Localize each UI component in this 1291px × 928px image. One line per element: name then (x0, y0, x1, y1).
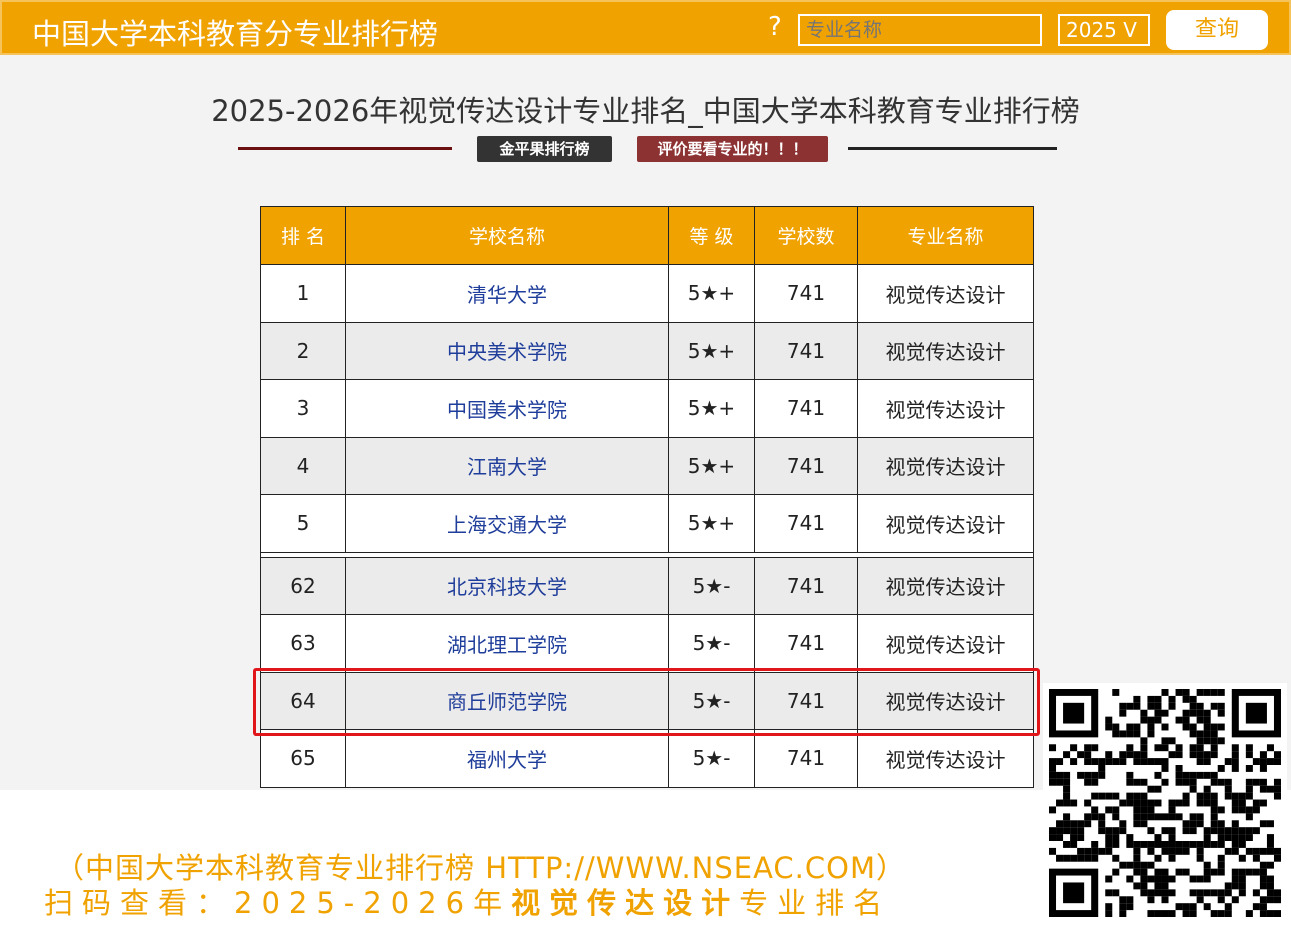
cell-rank: 3 (260, 379, 346, 438)
cell-major: 视觉传达设计 (857, 556, 1034, 615)
cell-count: 741 (754, 614, 858, 673)
footer-prefix: 扫码查看：2025-2026年 (44, 886, 512, 920)
highlight-box (253, 668, 1040, 736)
cell-school[interactable]: 中国美术学院 (345, 379, 669, 438)
table-row: 63 湖北理工学院 5★- 741 视觉传达设计 (260, 614, 1034, 673)
cell-grade: 5★- (668, 671, 755, 730)
cell-major: 视觉传达设计 (857, 264, 1034, 323)
year-select[interactable]: 2025 V (1058, 14, 1150, 46)
ranking-table: 排 名 学校名称 等 级 学校数 专业名称 1 清华大学 5★+ 741 视觉传达设计 2… (260, 206, 1034, 788)
cell-count: 741 (754, 729, 858, 788)
cell-grade: 5★+ (668, 321, 755, 380)
divider-left (238, 147, 452, 150)
cell-major: 视觉传达设计 (857, 729, 1034, 788)
cell-major: 视觉传达设计 (857, 379, 1034, 438)
cell-count: 741 (754, 264, 858, 323)
footer-site-link: （中国大学本科教育专业排行榜 HTTP://WWW.NSEAC.COM） (55, 851, 906, 885)
separator-cell (260, 551, 1034, 558)
cell-grade: 5★+ (668, 494, 755, 553)
cell-rank: 5 (260, 494, 346, 553)
cell-school[interactable]: 湖北理工学院 (345, 614, 669, 673)
row-separator (260, 551, 1034, 558)
cell-school[interactable]: 北京科技大学 (345, 556, 669, 615)
tag-ranking[interactable]: 金平果排行榜 (477, 136, 612, 162)
table-row: 64 商丘师范学院 5★- 741 视觉传达设计 (260, 671, 1034, 730)
qr-code-icon (1043, 683, 1287, 923)
tag-evaluation[interactable]: 评价要看专业的！！！ (637, 136, 828, 162)
footer-major: 视觉传达设计 (511, 886, 740, 920)
cell-rank: 62 (260, 556, 346, 615)
table-row: 62 北京科技大学 5★- 741 视觉传达设计 (260, 556, 1034, 615)
cell-grade: 5★- (668, 556, 755, 615)
header-rank: 排 名 (260, 206, 346, 265)
cell-rank: 64 (260, 671, 346, 730)
site-title[interactable]: 中国大学本科教育分专业排行榜 (32, 17, 439, 51)
table-row: 1 清华大学 5★+ 741 视觉传达设计 (260, 264, 1034, 323)
top-bar: 中国大学本科教育分专业排行榜 ? 2025 V 查询 (0, 0, 1291, 55)
cell-grade: 5★+ (668, 379, 755, 438)
cell-school[interactable]: 清华大学 (345, 264, 669, 323)
table-row: 5 上海交通大学 5★+ 741 视觉传达设计 (260, 494, 1034, 553)
cell-grade: 5★+ (668, 436, 755, 495)
search-input[interactable] (798, 14, 1042, 46)
cell-count: 741 (754, 436, 858, 495)
cell-major: 视觉传达设计 (857, 671, 1034, 730)
cell-rank: 63 (260, 614, 346, 673)
table-row: 3 中国美术学院 5★+ 741 视觉传达设计 (260, 379, 1034, 438)
footer-suffix: 专业排名 (739, 886, 892, 920)
cell-grade: 5★+ (668, 264, 755, 323)
page-title: 2025-2026年视觉传达设计专业排名_中国大学本科教育专业排行榜 (211, 94, 1080, 128)
cell-school[interactable]: 江南大学 (345, 436, 669, 495)
cell-school[interactable]: 商丘师范学院 (345, 671, 669, 730)
cell-major: 视觉传达设计 (857, 494, 1034, 553)
query-button[interactable]: 查询 (1166, 10, 1268, 50)
header-school: 学校名称 (345, 206, 669, 265)
header-major: 专业名称 (857, 206, 1034, 265)
header-grade: 等 级 (668, 206, 755, 265)
cell-count: 741 (754, 494, 858, 553)
help-icon[interactable]: ? (768, 12, 782, 42)
table-header: 排 名 学校名称 等 级 学校数 专业名称 (260, 206, 1034, 265)
footer-scan-text: 扫码查看：2025-2026年视觉传达设计专业排名 (44, 880, 891, 922)
cell-count: 741 (754, 379, 858, 438)
cell-major: 视觉传达设计 (857, 436, 1034, 495)
table-row: 2 中央美术学院 5★+ 741 视觉传达设计 (260, 321, 1034, 380)
cell-rank: 4 (260, 436, 346, 495)
cell-rank: 2 (260, 321, 346, 380)
cell-major: 视觉传达设计 (857, 321, 1034, 380)
cell-grade: 5★- (668, 729, 755, 788)
cell-grade: 5★- (668, 614, 755, 673)
divider-right (848, 147, 1057, 150)
cell-count: 741 (754, 321, 858, 380)
cell-rank: 65 (260, 729, 346, 788)
cell-school[interactable]: 上海交通大学 (345, 494, 669, 553)
cell-school[interactable]: 福州大学 (345, 729, 669, 788)
cell-rank: 1 (260, 264, 346, 323)
table-row: 4 江南大学 5★+ 741 视觉传达设计 (260, 436, 1034, 495)
cell-school[interactable]: 中央美术学院 (345, 321, 669, 380)
cell-major: 视觉传达设计 (857, 614, 1034, 673)
cell-count: 741 (754, 556, 858, 615)
table-row: 65 福州大学 5★- 741 视觉传达设计 (260, 729, 1034, 788)
cell-count: 741 (754, 671, 858, 730)
header-count: 学校数 (754, 206, 858, 265)
